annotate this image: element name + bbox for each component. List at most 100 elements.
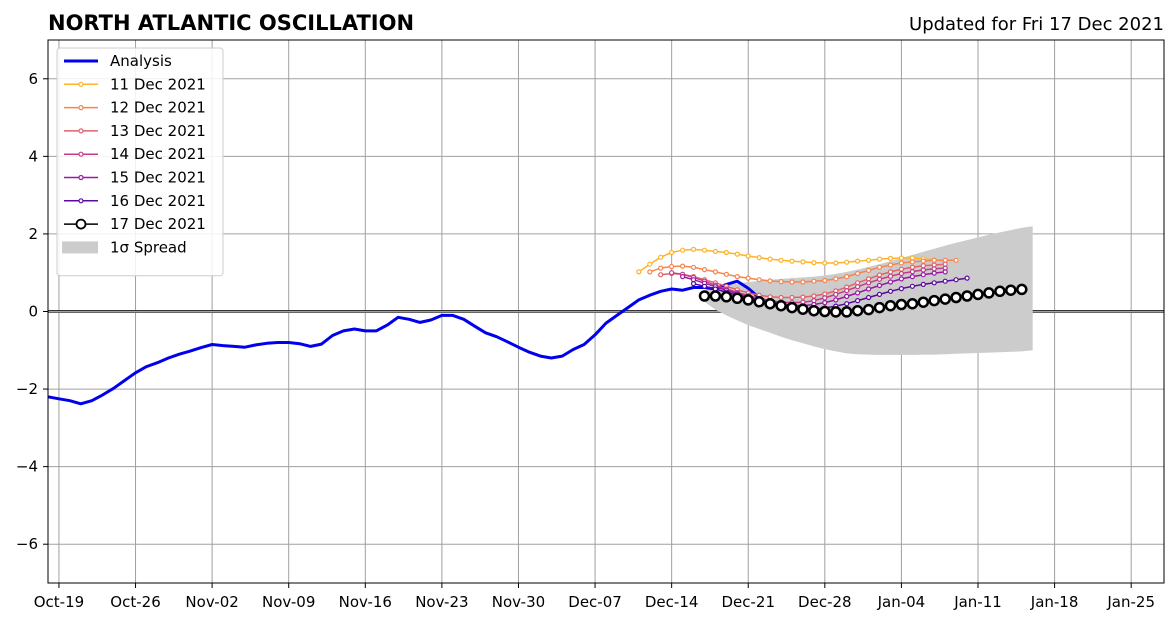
data-point <box>709 290 722 302</box>
legend-item: 14 Dec 2021 <box>64 145 206 163</box>
legend-item: 12 Dec 2021 <box>64 99 206 117</box>
series-11-dec-2021 <box>636 246 948 275</box>
legend-box <box>56 47 224 277</box>
x-tick-label: Dec-21 <box>721 593 775 611</box>
x-tick-label: Oct-19 <box>34 593 84 611</box>
data-point <box>942 278 948 284</box>
data-point <box>887 273 894 279</box>
data-point <box>909 283 916 289</box>
data-point <box>909 259 916 265</box>
legend-label: 17 Dec 2021 <box>110 215 206 233</box>
x-tick-label: Jan-25 <box>1106 593 1155 611</box>
data-point <box>658 254 664 260</box>
legend-label: 15 Dec 2021 <box>110 169 206 187</box>
data-point <box>931 257 937 263</box>
data-point <box>756 277 762 283</box>
data-point <box>800 294 806 300</box>
data-point <box>753 296 765 308</box>
data-point <box>909 274 916 280</box>
data-point <box>800 279 806 285</box>
data-point <box>887 288 894 294</box>
data-point <box>636 269 642 275</box>
data-point <box>961 290 973 302</box>
data-point <box>698 290 711 302</box>
x-tick-label: Nov-02 <box>185 593 238 611</box>
data-point <box>844 288 850 294</box>
legend-marker <box>78 151 84 157</box>
data-point <box>690 281 697 287</box>
data-point <box>679 274 686 280</box>
data-point <box>844 293 850 299</box>
data-point <box>767 256 773 262</box>
data-point <box>887 262 894 268</box>
x-tick-label: Dec-07 <box>568 593 622 611</box>
x-tick-label: Nov-16 <box>339 593 392 611</box>
legend-marker <box>78 81 84 87</box>
data-point <box>865 257 872 263</box>
data-point <box>712 269 719 275</box>
data-point <box>865 294 872 301</box>
data-point <box>920 258 926 264</box>
data-point <box>854 290 861 296</box>
data-point <box>909 264 916 270</box>
data-point <box>851 304 864 317</box>
data-point <box>964 275 970 281</box>
legend-marker <box>78 104 84 111</box>
data-point <box>876 291 883 297</box>
data-point <box>833 291 839 297</box>
data-point <box>931 280 937 286</box>
data-point <box>898 255 905 261</box>
legend-label: 14 Dec 2021 <box>110 145 206 163</box>
data-point <box>701 247 708 253</box>
data-point <box>723 249 730 256</box>
data-point <box>898 270 905 277</box>
legend-marker <box>75 218 87 230</box>
y-tick-label: 0 <box>28 303 38 321</box>
y-tick-label: 2 <box>28 225 38 243</box>
data-point <box>819 305 831 318</box>
data-point <box>701 267 708 273</box>
data-point <box>720 291 733 303</box>
data-point <box>679 247 686 253</box>
data-point <box>767 278 773 284</box>
y-tick-label: −4 <box>16 458 38 476</box>
data-point <box>854 270 861 277</box>
data-point <box>884 299 897 312</box>
legend-item: 15 Dec 2021 <box>64 169 206 187</box>
legend-item: Analysis <box>64 52 172 70</box>
data-point <box>833 260 839 266</box>
y-axis-ticks: 6 4 2 0 −2 −4 −6 <box>16 70 48 553</box>
data-point <box>887 255 894 261</box>
legend-marker <box>78 198 84 204</box>
legend-label: Analysis <box>110 52 172 70</box>
data-point <box>679 263 686 269</box>
data-point <box>1005 284 1017 296</box>
data-point <box>953 277 959 283</box>
legend-item: 16 Dec 2021 <box>64 192 206 210</box>
data-point <box>898 260 905 266</box>
x-tick-label: Jan-11 <box>953 593 1002 611</box>
data-point <box>647 261 653 267</box>
data-point <box>876 264 883 270</box>
data-point <box>1016 283 1028 296</box>
data-point <box>942 269 948 275</box>
data-point <box>862 303 875 316</box>
data-point <box>778 279 784 285</box>
series-analysis <box>47 279 761 406</box>
data-point <box>658 272 664 278</box>
legend-item: 17 Dec 2021 <box>64 215 206 233</box>
data-point <box>895 298 908 311</box>
x-tick-label: Jan-04 <box>877 593 926 611</box>
data-point <box>742 294 754 306</box>
chart-subtitle: Updated for Fri 17 Dec 2021 <box>909 14 1164 35</box>
x-tick-label: Dec-14 <box>645 593 699 611</box>
legend-label: 13 Dec 2021 <box>110 122 206 140</box>
data-point <box>876 256 883 262</box>
data-point <box>734 251 740 257</box>
data-point <box>928 294 940 307</box>
data-point <box>920 267 926 273</box>
data-point <box>865 286 872 292</box>
data-point <box>909 269 916 275</box>
data-point <box>898 276 905 282</box>
